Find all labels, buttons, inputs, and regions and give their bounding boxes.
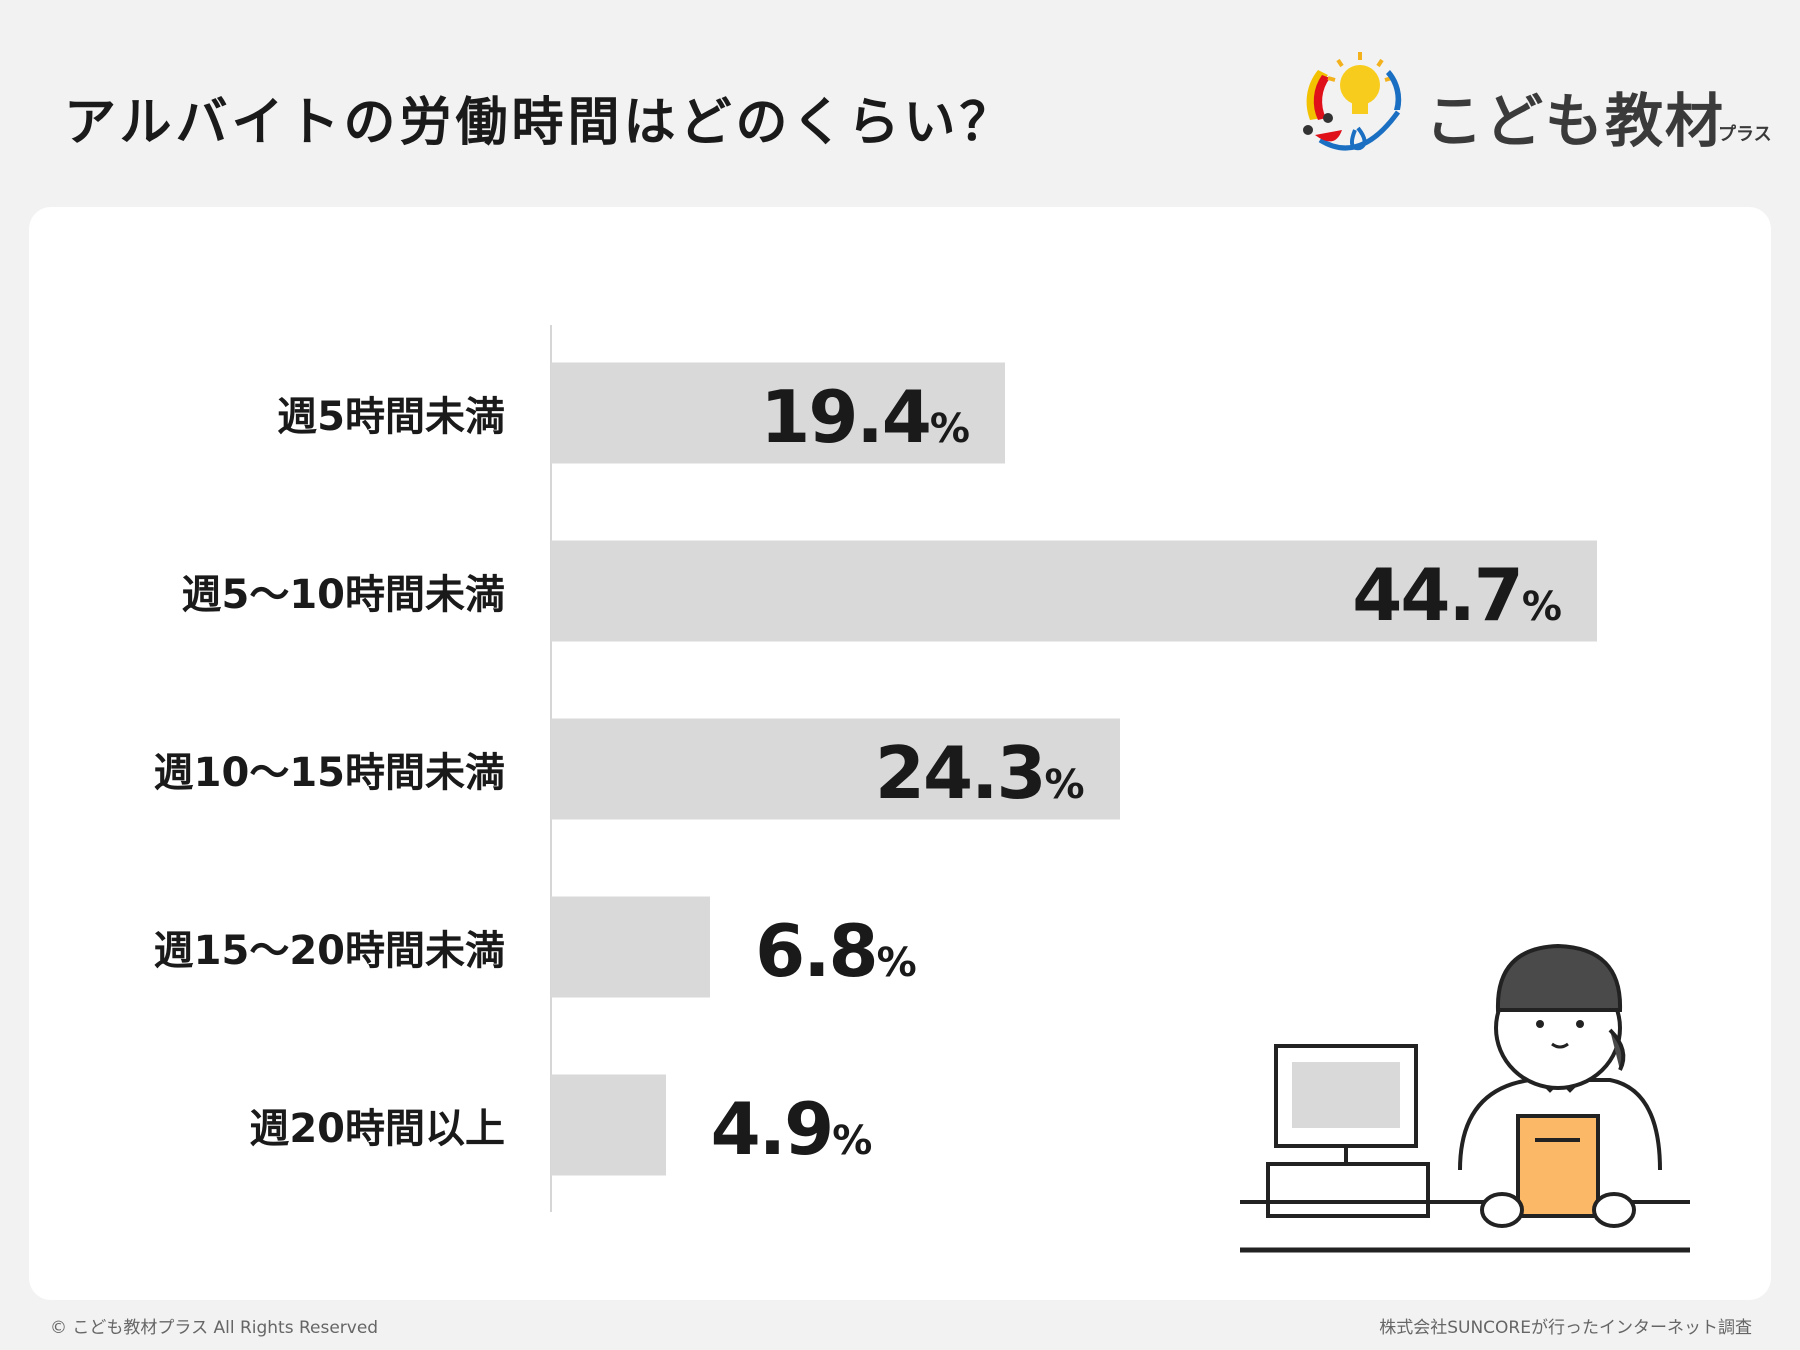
data-label: 6.8% — [755, 909, 917, 993]
bar — [551, 1074, 666, 1176]
bar — [551, 540, 1597, 642]
category-label: 週20時間以上 — [249, 1106, 505, 1152]
bar — [551, 896, 711, 998]
data-label: 44.7% — [1352, 553, 1562, 637]
category-label: 週5〜10時間未満 — [181, 572, 506, 618]
data-label: 4.9% — [710, 1087, 873, 1171]
data-label: 24.3% — [874, 731, 1085, 815]
logo-sub: プラス — [1718, 124, 1772, 145]
bar — [551, 362, 1005, 464]
cashier-illustration — [1240, 943, 1690, 1253]
page-title: アルバイトの労働時間はどのくらい？ — [64, 93, 1016, 153]
source-note: 株式会社SUNCOREが行ったインターネット調査 — [1379, 1318, 1752, 1338]
logo-lightbulb-icon — [1303, 52, 1402, 151]
data-label: 19.4% — [760, 375, 970, 459]
logo: こども教材 プラス — [1300, 50, 1780, 165]
bar — [551, 718, 1120, 820]
category-label: 週5時間未満 — [277, 394, 505, 440]
logo-text: こども教材 — [1425, 87, 1726, 155]
category-label: 週15〜20時間未満 — [153, 928, 505, 974]
category-label: 週10〜15時間未満 — [153, 750, 505, 796]
copyright: © こども教材プラス All Rights Reserved — [50, 1318, 379, 1338]
